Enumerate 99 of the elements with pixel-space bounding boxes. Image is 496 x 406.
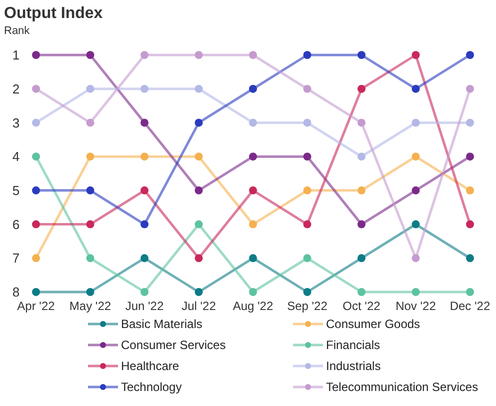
legend-label: Telecommunication Services: [326, 380, 478, 394]
point: [86, 186, 94, 194]
x-tick-label: Dec '22: [450, 299, 490, 313]
point: [412, 51, 420, 59]
point: [466, 51, 474, 59]
point: [194, 152, 203, 161]
point: [32, 288, 40, 296]
point: [194, 51, 203, 59]
point: [249, 288, 257, 296]
point: [303, 51, 312, 59]
chart-title: Output Index: [4, 5, 103, 22]
point: [86, 220, 94, 228]
point: [466, 254, 474, 262]
y-tick-label: 7: [12, 250, 20, 266]
point: [466, 152, 474, 161]
point: [358, 51, 366, 59]
x-tick-label: Sep '22: [287, 299, 328, 313]
point: [140, 118, 148, 127]
point: [32, 84, 40, 93]
y-tick-label: 8: [12, 284, 20, 300]
point: [358, 118, 366, 127]
point: [358, 220, 366, 228]
point: [303, 118, 312, 127]
point: [32, 186, 40, 194]
point: [303, 220, 312, 228]
point: [249, 51, 257, 59]
point: [32, 220, 40, 228]
point: [86, 118, 94, 127]
point: [140, 288, 148, 296]
point: [140, 152, 148, 161]
legend-label: Consumer Goods: [326, 317, 420, 332]
point: [194, 288, 203, 296]
y-tick-label: 3: [12, 115, 20, 130]
point: [249, 220, 257, 228]
y-tick-label: 5: [12, 182, 20, 198]
point: [32, 254, 40, 262]
y-axis-title: Rank: [4, 25, 30, 37]
point: [32, 118, 40, 127]
x-tick-label: Aug '22: [232, 299, 274, 313]
point: [140, 51, 148, 59]
x-tick-label: Jun '22: [125, 299, 164, 313]
point: [412, 152, 420, 161]
point: [249, 186, 257, 194]
point: [86, 152, 94, 161]
point: [194, 254, 203, 262]
point: [412, 220, 420, 228]
point: [303, 288, 312, 296]
point: [86, 84, 94, 93]
point: [412, 186, 420, 194]
point: [412, 254, 420, 262]
point: [249, 152, 257, 161]
x-tick-label: Oct '22: [342, 299, 381, 313]
x-tick-label: Jul '22: [182, 299, 216, 313]
x-tick-label: May '22: [69, 299, 112, 313]
point: [303, 186, 312, 194]
legend-label: Consumer Services: [121, 338, 226, 352]
point: [194, 220, 203, 228]
point: [358, 288, 366, 296]
x-tick-label: Nov '22: [396, 299, 436, 313]
point: [466, 186, 474, 194]
point: [194, 84, 203, 93]
point: [358, 186, 366, 194]
y-tick-label: 2: [12, 81, 20, 96]
y-tick-label: 1: [12, 48, 20, 63]
legend-label: Technology: [121, 380, 182, 394]
point: [412, 288, 420, 296]
point: [86, 51, 94, 59]
point: [140, 254, 148, 262]
point: [466, 118, 474, 127]
legend-label: Industrials: [326, 359, 381, 374]
y-tick-label: 4: [12, 149, 20, 164]
point: [412, 84, 420, 93]
y-tick-label: 6: [12, 216, 20, 232]
x-tick-label: Apr '22: [17, 299, 56, 313]
point: [249, 254, 257, 262]
point: [194, 118, 203, 127]
point: [466, 220, 474, 228]
point: [249, 84, 257, 93]
point: [358, 254, 366, 262]
legend-label: Basic Materials: [121, 317, 202, 332]
point: [358, 152, 366, 161]
legend-label: Healthcare: [121, 359, 180, 374]
point: [303, 254, 312, 262]
point: [194, 186, 203, 194]
point: [303, 152, 312, 161]
point: [32, 152, 40, 161]
point: [412, 118, 420, 127]
point: [86, 254, 94, 262]
point: [466, 288, 474, 296]
point: [249, 118, 257, 127]
point: [140, 186, 148, 194]
point: [86, 288, 94, 296]
point: [140, 84, 148, 93]
point: [303, 84, 312, 93]
point: [466, 84, 474, 93]
legend-label: Financials: [326, 338, 380, 352]
point: [32, 51, 40, 59]
point: [358, 84, 366, 93]
point: [140, 220, 148, 228]
